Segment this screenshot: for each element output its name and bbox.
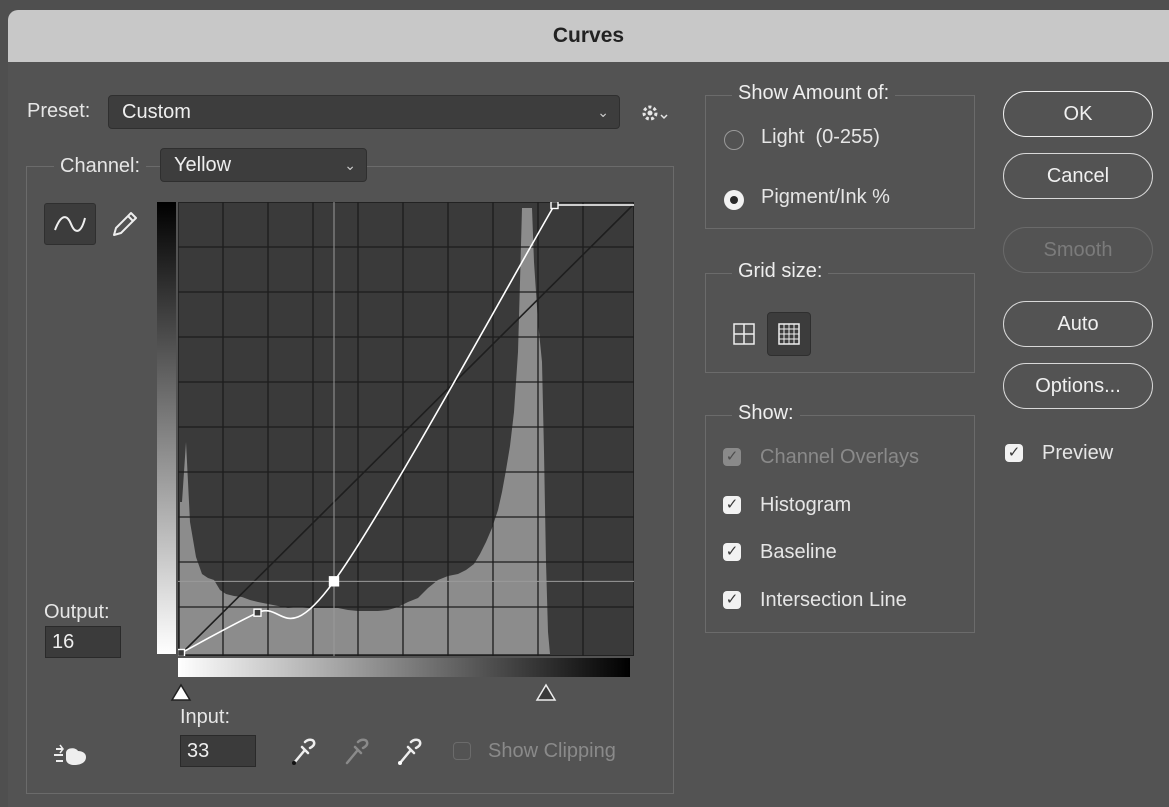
preset-dropdown[interactable]: Custom ⌄ (108, 95, 620, 129)
input-field[interactable]: 33 (180, 735, 256, 767)
show-clipping-label: Show Clipping (488, 740, 616, 762)
output-field[interactable]: 16 (45, 626, 121, 658)
cancel-button[interactable]: Cancel (1003, 153, 1153, 199)
input-label: Input: (180, 706, 231, 728)
histogram (180, 208, 550, 654)
curve-control-point[interactable] (328, 576, 340, 587)
preview-checkbox[interactable]: ✓ (1005, 444, 1023, 462)
white-eyedropper-icon[interactable] (394, 736, 424, 768)
curve-svg[interactable] (176, 200, 635, 658)
grid-lines (178, 202, 634, 656)
options-button[interactable]: Options... (1003, 363, 1153, 409)
detailed-grid-button[interactable] (767, 312, 811, 356)
show-amount-title: Show Amount of: (732, 82, 896, 105)
preview-label: Preview (1042, 442, 1114, 464)
histogram-label: Histogram (760, 494, 852, 516)
show-clipping-checkbox[interactable] (453, 742, 471, 760)
show-title: Show: (732, 402, 800, 425)
window-title: Curves (552, 24, 625, 47)
channel-legend: Channel: (54, 148, 147, 184)
curve-control-point[interactable] (550, 200, 559, 210)
intersection-line-checkbox[interactable]: ✓ (723, 591, 741, 609)
baseline-diagonal (180, 203, 635, 655)
light-radio-label: Light (0-255) (761, 126, 880, 148)
channel-overlays-label: Channel Overlays (760, 446, 919, 468)
channel-dropdown[interactable]: Yellow ⌄ (160, 148, 367, 182)
curves-dialog: Preset: Custom ⌄ Channel: Yellow ⌄ (8, 62, 1169, 807)
smooth-button[interactable]: Smooth (1003, 227, 1153, 273)
intersection-line-label: Intersection Line (760, 589, 907, 611)
pencil-icon (113, 212, 137, 236)
preset-value: Custom (122, 101, 191, 123)
simple-grid-button[interactable] (722, 312, 766, 356)
chevron-down-icon: ⌄ (344, 157, 356, 173)
channel-label: Channel: (60, 155, 141, 177)
grid-size-group (705, 273, 975, 373)
input-gradient-bar (178, 658, 630, 677)
curve-control-point[interactable] (176, 648, 186, 658)
show-group (705, 415, 975, 633)
channel-value: Yellow (174, 154, 232, 176)
light-radio[interactable] (724, 130, 744, 150)
title-bar: Curves (8, 10, 1169, 63)
preset-label: Preset: (27, 100, 91, 122)
curve-control-point[interactable] (253, 608, 262, 617)
gray-eyedropper-icon[interactable] (341, 736, 371, 768)
simple-grid-icon (733, 323, 755, 345)
histogram-checkbox[interactable]: ✓ (723, 496, 741, 514)
output-label: Output: (44, 601, 110, 623)
baseline-label: Baseline (760, 541, 837, 563)
on-image-adjustment-icon[interactable] (52, 739, 92, 771)
black-point-slider[interactable] (170, 682, 192, 702)
chevron-down-icon: ⌄ (597, 104, 609, 120)
pigment-ink-radio[interactable] (724, 190, 744, 210)
pigment-ink-radio-label: Pigment/Ink % (761, 186, 890, 208)
pencil-tool-button[interactable] (108, 207, 140, 241)
gear-icon[interactable] (640, 102, 670, 126)
curve-point-tool-button[interactable] (44, 203, 96, 245)
channel-overlays-checkbox[interactable]: ✓ (723, 448, 741, 466)
grid-size-title: Grid size: (732, 260, 829, 283)
ok-button[interactable]: OK (1003, 91, 1153, 137)
auto-button[interactable]: Auto (1003, 301, 1153, 347)
baseline-checkbox[interactable]: ✓ (723, 543, 741, 561)
output-gradient-bar (157, 202, 176, 654)
black-eyedropper-icon[interactable] (288, 736, 318, 768)
curve-graph[interactable] (176, 200, 635, 658)
detailed-grid-icon (778, 323, 800, 345)
curve-icon (54, 216, 86, 232)
white-point-slider[interactable] (535, 682, 557, 702)
curve-path[interactable] (180, 204, 556, 654)
